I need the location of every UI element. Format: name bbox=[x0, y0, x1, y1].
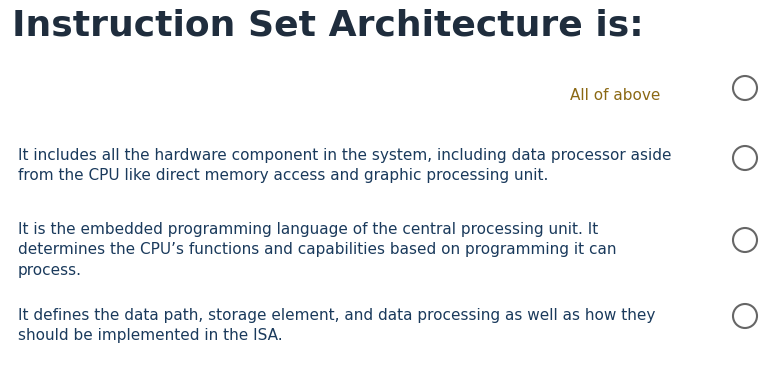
Text: It is the embedded programming language of the central processing unit. It
deter: It is the embedded programming language … bbox=[18, 222, 616, 278]
Text: All of above: All of above bbox=[570, 88, 660, 103]
Circle shape bbox=[733, 228, 757, 252]
Text: It includes all the hardware component in the system, including data processor a: It includes all the hardware component i… bbox=[18, 148, 671, 184]
Circle shape bbox=[733, 304, 757, 328]
Circle shape bbox=[733, 146, 757, 170]
Circle shape bbox=[733, 76, 757, 100]
Text: Instruction Set Architecture is:: Instruction Set Architecture is: bbox=[12, 8, 643, 42]
Text: It defines the data path, storage element, and data processing as well as how th: It defines the data path, storage elemen… bbox=[18, 308, 656, 344]
